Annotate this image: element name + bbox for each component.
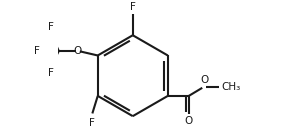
- Text: CH₃: CH₃: [221, 82, 240, 92]
- Text: F: F: [34, 46, 40, 56]
- Text: F: F: [48, 22, 54, 32]
- Text: O: O: [185, 116, 193, 126]
- Text: F: F: [130, 2, 136, 12]
- Text: O: O: [73, 46, 82, 56]
- Text: F: F: [48, 68, 54, 78]
- Text: F: F: [89, 118, 95, 128]
- Text: O: O: [200, 75, 208, 85]
